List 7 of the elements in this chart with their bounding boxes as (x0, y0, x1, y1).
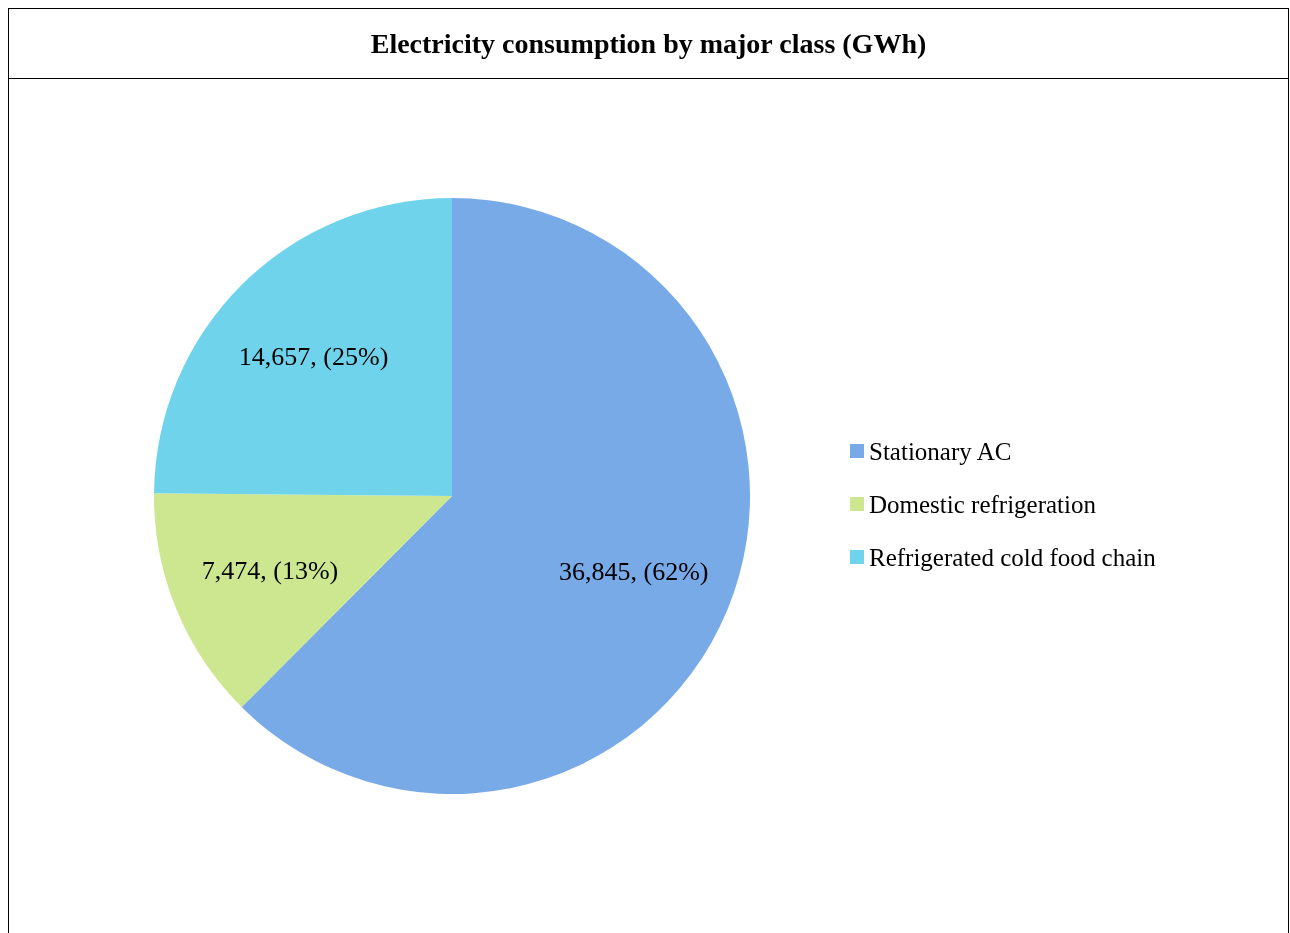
data-label: 7,474, (13%) (201, 556, 339, 586)
legend-label: Stationary AC (869, 437, 1012, 465)
data-label: 14,657, (25%) (238, 341, 389, 371)
data-label: 36,845, (62%) (559, 556, 709, 586)
legend-label: Domestic refrigeration (869, 490, 1097, 518)
legend-label: Refrigerated cold food chain (869, 543, 1157, 571)
chart-title: Electricity consumption by major class (GWh) (8, 8, 1289, 79)
